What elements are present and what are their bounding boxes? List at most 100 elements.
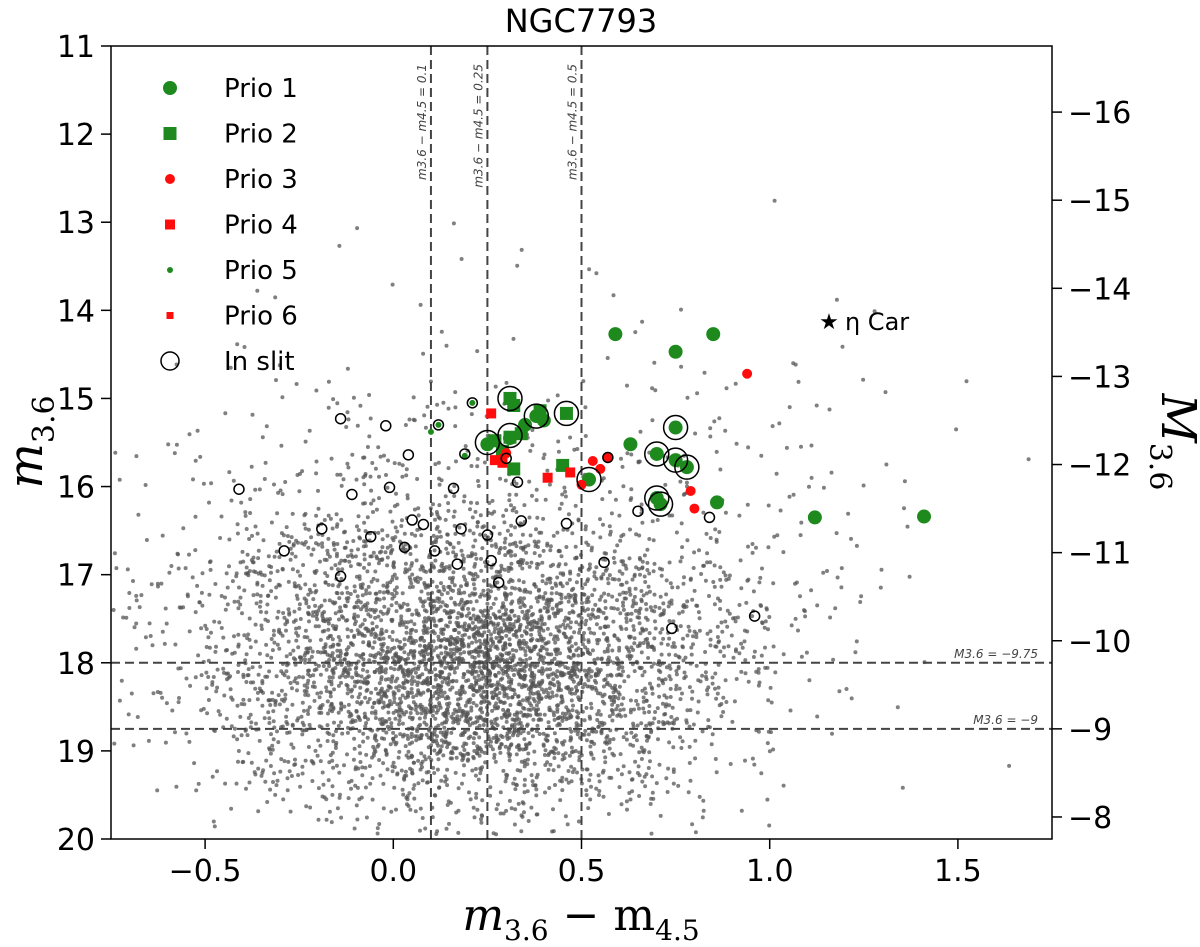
field-point — [310, 779, 315, 783]
field-point — [231, 478, 236, 483]
field-point — [204, 645, 209, 649]
field-point — [700, 729, 705, 734]
field-point — [506, 695, 511, 700]
field-point — [503, 665, 508, 669]
field-point — [591, 756, 596, 761]
field-point — [556, 764, 561, 769]
field-point — [397, 461, 402, 466]
field-point — [647, 537, 652, 541]
field-point — [454, 691, 459, 695]
field-point — [690, 689, 695, 694]
field-point — [267, 746, 272, 751]
field-point — [710, 681, 715, 686]
field-point — [723, 678, 728, 683]
field-point — [307, 722, 312, 727]
field-point — [338, 472, 343, 477]
field-point — [478, 532, 483, 537]
field-point — [366, 612, 371, 617]
field-point — [494, 635, 499, 640]
field-point — [413, 707, 418, 712]
field-point — [355, 524, 359, 529]
field-point — [252, 770, 257, 775]
field-point — [584, 788, 589, 793]
field-point — [236, 670, 240, 674]
field-point — [507, 664, 512, 669]
field-point — [715, 691, 720, 696]
field-point — [406, 749, 411, 754]
field-point — [387, 699, 392, 703]
field-point — [370, 621, 375, 626]
field-point — [489, 605, 493, 610]
field-point — [606, 643, 611, 648]
field-point — [114, 566, 119, 571]
field-point — [358, 718, 362, 722]
field-point — [263, 460, 268, 465]
field-point — [659, 573, 664, 578]
field-point — [592, 570, 597, 575]
field-point — [597, 597, 602, 602]
field-point — [214, 644, 218, 649]
field-point — [452, 484, 457, 489]
field-point — [581, 637, 586, 642]
field-point — [225, 602, 230, 607]
field-point — [519, 813, 524, 818]
field-point — [642, 774, 647, 779]
field-point — [382, 736, 387, 741]
field-point — [443, 739, 448, 744]
field-point — [573, 691, 578, 696]
field-point — [586, 613, 591, 618]
field-point — [510, 579, 515, 583]
field-point — [397, 684, 402, 689]
field-point — [567, 753, 572, 758]
field-point — [574, 721, 579, 726]
field-point — [285, 707, 290, 712]
field-point — [206, 635, 211, 640]
field-point — [617, 684, 622, 689]
field-point — [371, 510, 375, 514]
field-point — [376, 614, 381, 619]
field-point — [467, 571, 472, 576]
field-point — [497, 691, 502, 695]
field-point — [390, 547, 395, 552]
field-point — [390, 646, 394, 651]
field-point — [235, 703, 240, 708]
field-point — [508, 542, 512, 547]
field-point — [329, 682, 334, 687]
field-point — [496, 696, 501, 701]
field-point — [272, 640, 277, 645]
field-point — [564, 711, 569, 716]
field-point — [589, 784, 593, 789]
field-point — [229, 695, 234, 700]
field-point — [377, 670, 382, 675]
field-point — [389, 809, 394, 814]
field-point — [536, 690, 541, 695]
field-point — [402, 650, 407, 655]
field-point — [417, 691, 422, 696]
field-point — [247, 780, 252, 785]
field-point — [480, 546, 485, 551]
field-point — [560, 711, 565, 716]
field-point — [173, 642, 178, 647]
field-point — [640, 749, 645, 754]
field-point — [548, 548, 553, 553]
in-slit-point — [334, 412, 347, 425]
field-point — [256, 809, 261, 814]
field-point — [474, 751, 479, 756]
field-point — [472, 586, 477, 591]
field-point — [176, 566, 181, 571]
field-point — [376, 530, 381, 535]
field-point — [289, 774, 294, 778]
field-point — [534, 487, 539, 492]
field-point — [450, 679, 455, 684]
field-point — [401, 681, 406, 686]
field-point — [446, 466, 451, 471]
field-point — [426, 682, 431, 687]
field-point — [712, 563, 717, 568]
field-point — [345, 627, 350, 632]
field-point — [643, 580, 648, 584]
field-point — [646, 735, 651, 740]
field-point — [588, 772, 593, 777]
field-point — [255, 690, 260, 695]
field-point — [513, 807, 518, 812]
field-point — [646, 656, 651, 660]
